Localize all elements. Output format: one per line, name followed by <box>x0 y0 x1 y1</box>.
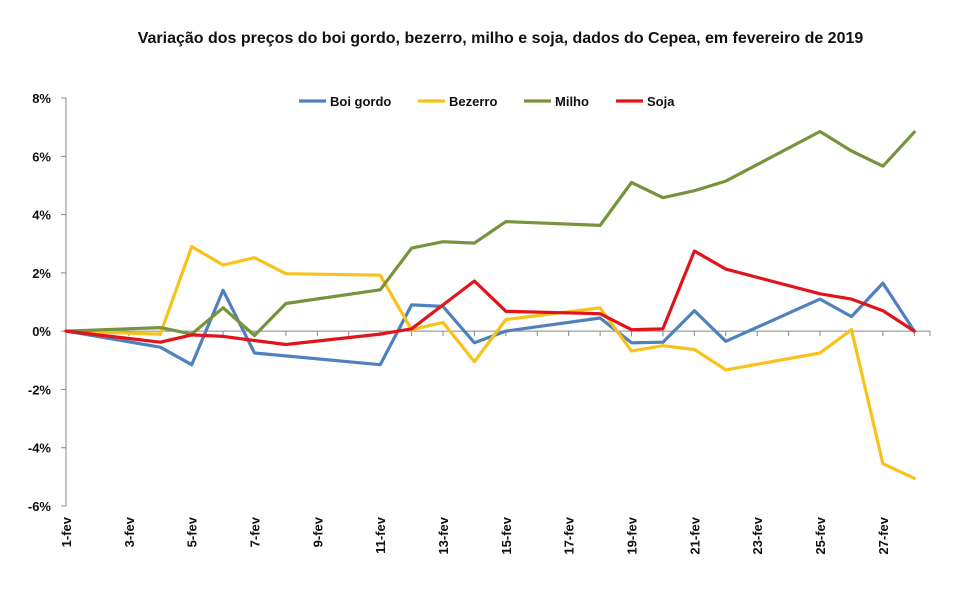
y-tick-label: 8% <box>32 91 51 106</box>
y-tick-label: -2% <box>28 382 52 397</box>
series-line-soja <box>64 249 916 347</box>
series-line-boi-gordo <box>64 281 916 367</box>
x-tick-label: 1-fev <box>59 516 74 547</box>
x-tick-label: 23-fev <box>750 516 765 554</box>
series-line-milho <box>64 129 916 338</box>
y-tick-label: 2% <box>32 266 51 281</box>
series-lines <box>64 129 916 480</box>
x-tick-label: 27-fev <box>876 516 891 554</box>
x-tick-label: 9-fev <box>310 516 325 547</box>
x-tick-label: 25-fev <box>813 516 828 554</box>
x-tick-label: 19-fev <box>625 516 640 554</box>
y-tick-label: -4% <box>28 441 52 456</box>
y-tick-label: 6% <box>32 149 51 164</box>
x-tick-label: 15-fev <box>499 516 514 554</box>
legend-label-milho: Milho <box>555 94 589 109</box>
y-tick-label: 0% <box>32 324 51 339</box>
y-tick-label: -6% <box>28 499 52 514</box>
x-tick-label: 21-fev <box>687 516 702 554</box>
x-tick-label: 3-fev <box>122 516 137 547</box>
series-line-bezerro <box>64 245 916 480</box>
chart-title: Variação dos preços do boi gordo, bezerr… <box>137 30 864 47</box>
legend-label-soja: Soja <box>647 94 675 109</box>
y-tick-label: 4% <box>32 208 51 223</box>
legend-label-boi-gordo: Boi gordo <box>330 94 391 109</box>
x-tick-label: 17-fev <box>562 516 577 554</box>
legend-label-bezerro: Bezerro <box>449 94 497 109</box>
x-tick-label: 5-fev <box>185 516 200 547</box>
x-tick-label: 7-fev <box>248 516 263 547</box>
chart-legend: Boi gordo Bezerro Milho Soja <box>299 94 675 109</box>
chart-axes: 8% 6% 4% 2% 0% -2% -4% -6% 1-fev 3-fev 5-fev 7-fev 9… <box>28 91 931 555</box>
x-tick-label: 13-fev <box>436 516 451 554</box>
x-tick-label: 11-fev <box>373 516 388 554</box>
